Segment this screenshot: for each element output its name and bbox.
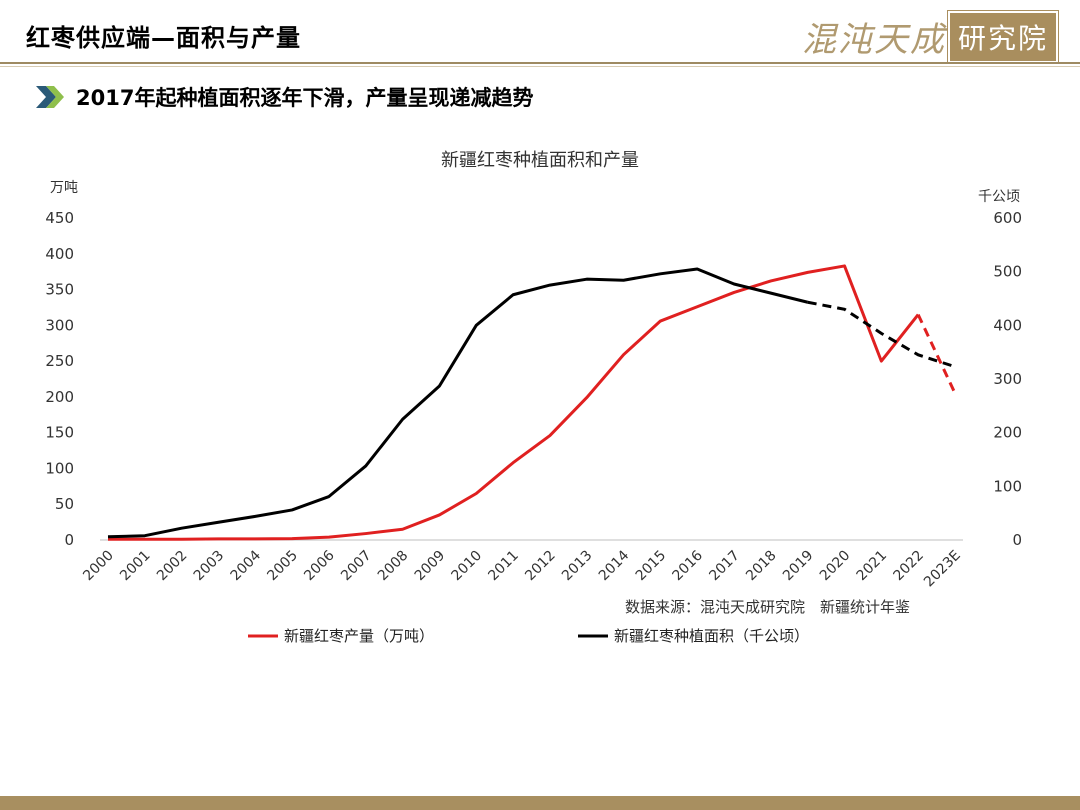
production-forecast-line	[916, 313, 957, 394]
header-divider	[0, 62, 1080, 64]
subtitle-row: 2017年起种植面积逐年下滑，产量呈现递减趋势	[36, 82, 533, 112]
y-left-tick-label: 50	[55, 495, 74, 513]
x-tick-label: 2019	[780, 548, 817, 585]
y-right-tick-label: 200	[993, 424, 1022, 442]
source-note: 数据来源：混沌天成研究院 新疆统计年鉴	[625, 598, 910, 616]
x-tick-label: 2016	[670, 547, 707, 584]
area-line	[107, 267, 809, 539]
x-tick-label: 2010	[449, 548, 486, 585]
slide-title: 红枣供应端—面积与产量	[26, 24, 301, 52]
x-tick-label: 2001	[117, 548, 154, 585]
x-tick-label: 2021	[854, 548, 891, 585]
x-tick-label: 2020	[817, 548, 854, 585]
subtitle-text: 2017年起种植面积逐年下滑，产量呈现递减趋势	[76, 86, 534, 110]
y-right-tick-label: 0	[1012, 531, 1022, 549]
x-tick-label: 2012	[522, 548, 559, 585]
area-forecast-line	[807, 300, 956, 369]
y-left-tick-label: 0	[64, 531, 74, 549]
y-right-tick-label: 100	[993, 477, 1022, 495]
y-right-tick-label: 400	[993, 316, 1022, 334]
chart-title: 新疆红枣种植面积和产量	[441, 150, 639, 171]
y-left-tick-label: 100	[45, 459, 74, 477]
y-left-tick-label: 250	[45, 352, 74, 370]
y-right-tick-label: 300	[993, 370, 1022, 388]
y-right-axis: 0 100 200 300 400 500 600	[993, 209, 1022, 549]
x-tick-label: 2018	[743, 548, 780, 585]
chart: 新疆红枣种植面积和产量 万吨 千公顷 0 50 100 150 200 250 300 350…	[45, 150, 1022, 645]
header-divider-thin	[0, 66, 1080, 67]
x-tick-label: 2003	[191, 548, 228, 585]
y-left-tick-label: 200	[45, 388, 74, 406]
x-axis: 2000 2001 2002 2003 2004 2005 2006 2007 2008 2009…	[80, 547, 964, 590]
y-left-tick-label: 350	[45, 281, 74, 299]
y-right-tick-label: 500	[993, 263, 1022, 281]
y-right-tick-label: 600	[993, 209, 1022, 227]
y-right-unit-label: 千公顷	[978, 189, 1020, 205]
x-tick-label: 2005	[264, 548, 301, 585]
production-line	[108, 264, 920, 541]
y-left-tick-label: 450	[45, 209, 74, 227]
x-tick-label: 2008	[375, 548, 412, 585]
logo-box-text: 研究院	[946, 9, 1060, 64]
footer-bar	[0, 796, 1080, 810]
x-tick-label: 2013	[559, 548, 596, 585]
logo-main-text: 混沌天成	[801, 20, 946, 60]
y-left-unit-label: 万吨	[50, 180, 78, 196]
series-layer	[107, 264, 957, 541]
y-left-axis: 0 50 100 150 200 250 300 350 400 450	[45, 209, 74, 549]
y-left-tick-label: 150	[45, 424, 74, 442]
x-tick-label: 2014	[596, 547, 633, 584]
x-tick-label: 2000	[80, 548, 117, 585]
x-tick-label: 2007	[338, 548, 375, 585]
x-tick-label: 2011	[485, 548, 522, 585]
legend-label-production: 新疆红枣产量（万吨）	[284, 627, 434, 645]
x-tick-label: 2015	[633, 548, 670, 585]
x-tick-label: 2006	[301, 547, 338, 584]
legend: 新疆红枣产量（万吨） 新疆红枣种植面积（千公顷）	[248, 627, 809, 645]
x-tick-label: 2023E	[921, 548, 964, 591]
x-tick-label: 2009	[412, 548, 449, 585]
y-left-tick-label: 400	[45, 245, 74, 263]
legend-label-area: 新疆红枣种植面积（千公顷）	[614, 627, 809, 645]
x-tick-label: 2002	[154, 548, 191, 585]
x-tick-label: 2017	[706, 548, 743, 585]
company-logo: 混沌天成 研究院	[801, 9, 1060, 64]
x-tick-label: 2004	[228, 547, 265, 584]
double-chevron-icon	[36, 86, 64, 108]
y-left-tick-label: 300	[45, 316, 74, 334]
